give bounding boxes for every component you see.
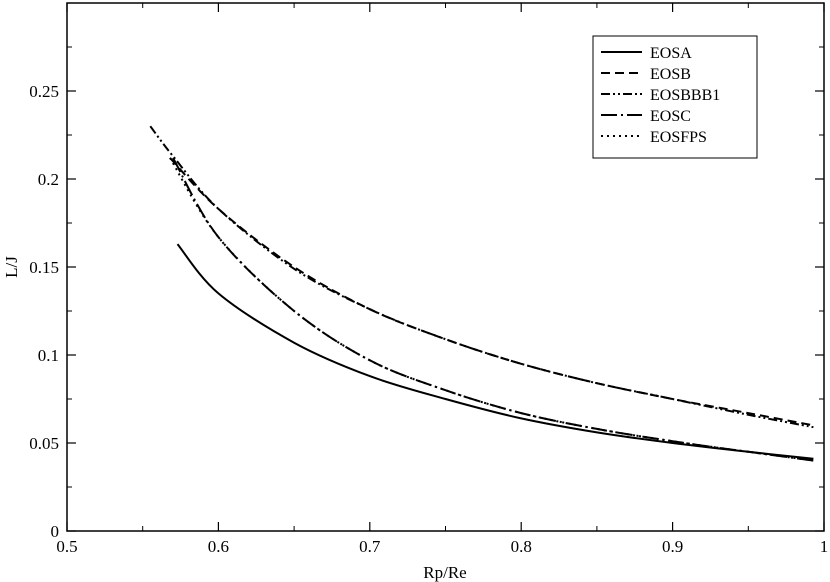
legend-box: [592, 35, 758, 159]
x-tick-label: 0.6: [208, 537, 229, 556]
x-axis-title: Rp/Re: [423, 563, 466, 582]
y-tick-label: 0.15: [29, 258, 59, 277]
y-tick-label: 0.1: [38, 346, 59, 365]
series-line-eosb: [169, 157, 814, 427]
series-layer: [149, 125, 814, 462]
legend-label: EOSBBB1: [650, 87, 720, 104]
y-tick-label: 0.25: [29, 82, 59, 101]
x-tick-label: 1: [820, 537, 829, 556]
legend-label: EOSFPS: [650, 129, 707, 146]
x-tick-label: 0.7: [359, 537, 381, 556]
axis-tick-labels: 0.5 0.6 0.7 0.8 0.9 1 0 0.05 0.1 0.15 0.2 0.25: [29, 82, 828, 556]
legend: EOSA EOSB EOSBBB1 EOSC EOSFPS: [592, 35, 758, 159]
y-tick-label: 0.2: [38, 170, 59, 189]
y-tick-label: 0: [51, 522, 60, 541]
legend-label: EOSC: [650, 108, 691, 125]
legend-label: EOSA: [650, 45, 692, 62]
x-tick-label: 0.8: [511, 537, 532, 556]
series-line-eosbbb1: [149, 125, 814, 429]
series-line-eosfps: [169, 157, 814, 462]
axis-ticks: [66, 3, 825, 532]
x-tick-label: 0.9: [662, 537, 683, 556]
series-line-eosc: [172, 157, 814, 462]
y-axis-title: L/J: [2, 256, 21, 278]
x-tick-label: 0.5: [56, 537, 77, 556]
series-line-eosa: [176, 243, 814, 460]
legend-label: EOSB: [650, 66, 691, 83]
y-tick-label: 0.05: [29, 434, 59, 453]
